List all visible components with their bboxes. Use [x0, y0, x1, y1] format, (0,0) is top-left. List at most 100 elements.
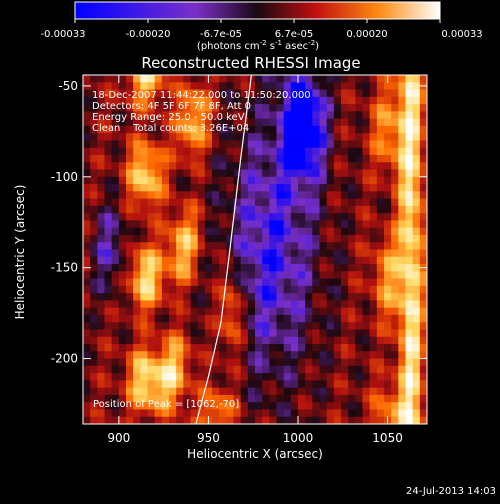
heatmap-cell: [419, 198, 427, 207]
heatmap-cell: [298, 256, 306, 265]
heatmap-cell: [169, 358, 177, 367]
heatmap-cell: [333, 96, 342, 105]
heatmap-cell: [384, 314, 392, 323]
heatmap-cell: [147, 307, 156, 316]
heatmap-cell: [240, 220, 249, 229]
heatmap-cell: [283, 264, 292, 272]
heatmap-cell: [283, 191, 292, 200]
heatmap-cell: [97, 234, 106, 243]
heatmap-cell: [161, 205, 170, 214]
heatmap-cell: [398, 104, 407, 112]
heatmap-cell: [355, 234, 364, 243]
heatmap-cell: [190, 82, 199, 91]
heatmap-cell: [341, 75, 349, 83]
heatmap-cell: [391, 264, 399, 272]
heatmap-cell: [290, 336, 299, 345]
heatmap-cell: [341, 162, 349, 171]
heatmap-cell: [391, 104, 399, 112]
heatmap-cell: [183, 293, 192, 301]
heatmap-cell: [111, 314, 120, 323]
heatmap-cell: [391, 234, 399, 243]
heatmap-cell: [197, 358, 206, 367]
heatmap-cell: [298, 285, 306, 294]
heatmap-cell: [133, 365, 141, 374]
heatmap-cell: [226, 402, 235, 411]
heatmap-cell: [111, 147, 120, 156]
heatmap-cell: [233, 409, 242, 418]
heatmap-cell: [161, 118, 170, 127]
heatmap-cell: [247, 264, 256, 272]
heatmap-cell: [419, 402, 427, 411]
heatmap-cell: [233, 104, 242, 112]
heatmap-cell: [362, 249, 371, 258]
heatmap-cell: [118, 191, 127, 200]
heatmap-cell: [398, 344, 407, 352]
y-axis-label: Heliocentric Y (arcsec): [13, 185, 27, 320]
heatmap-cell: [133, 329, 141, 338]
heatmap-cell: [369, 380, 378, 389]
heatmap-cell: [376, 365, 385, 374]
heatmap-cell: [147, 336, 156, 345]
heatmap-cell: [405, 96, 414, 105]
heatmap-cell: [419, 169, 427, 178]
heatmap-cell: [290, 300, 299, 309]
heatmap-cell: [391, 336, 399, 345]
heatmap-cell: [326, 140, 335, 149]
heatmap-cell: [154, 213, 163, 222]
heatmap-cell: [341, 89, 349, 98]
heatmap-cell: [83, 133, 91, 142]
heatmap-cell: [169, 394, 177, 403]
heatmap-cell: [391, 380, 399, 389]
heatmap-cell: [376, 271, 385, 280]
heatmap-cell: [154, 409, 163, 418]
heatmap-cell: [154, 380, 163, 389]
heatmap-cell: [161, 96, 170, 105]
heatmap-cell: [305, 234, 313, 243]
heatmap-cell: [204, 314, 213, 323]
heatmap-cell: [118, 205, 127, 214]
heatmap-cell: [154, 227, 163, 236]
heatmap-cell: [312, 416, 321, 424]
heatmap-cell: [226, 82, 235, 91]
heatmap-cell: [204, 205, 213, 214]
heatmap-cell: [255, 329, 263, 338]
heatmap-cell: [118, 314, 127, 323]
heatmap-cell: [169, 271, 177, 280]
heatmap-cell: [419, 278, 427, 287]
heatmap-cell: [197, 256, 206, 265]
heatmap-cell: [333, 264, 342, 272]
heatmap-cell: [362, 184, 371, 192]
heatmap-cell: [83, 104, 91, 112]
heatmap-cell: [283, 285, 292, 294]
heatmap-cell: [226, 140, 235, 149]
heatmap-cell: [183, 162, 192, 171]
heatmap-cell: [240, 213, 249, 222]
heatmap-cell: [369, 162, 378, 171]
heatmap-cell: [83, 169, 91, 178]
heatmap-cell: [154, 402, 163, 411]
heatmap-cell: [240, 387, 249, 396]
heatmap-cell: [290, 176, 299, 185]
heatmap-cell: [298, 380, 306, 389]
heatmap-cell: [90, 176, 98, 185]
heatmap-cell: [104, 249, 113, 258]
heatmap-cell: [305, 365, 313, 374]
heatmap-cell: [391, 89, 399, 98]
heatmap-cell: [326, 213, 335, 222]
heatmap-cell: [369, 387, 378, 396]
heatmap-cell: [405, 278, 414, 287]
heatmap-cell: [276, 322, 285, 331]
heatmap-cell: [312, 329, 321, 338]
heatmap-cell: [333, 147, 342, 156]
heatmap-cell: [262, 402, 270, 411]
heatmap-cell: [219, 213, 227, 222]
heatmap-cell: [104, 394, 113, 403]
heatmap-cell: [376, 351, 385, 360]
heatmap-cell: [133, 184, 141, 192]
heatmap-cell: [204, 104, 213, 112]
heatmap-cell: [362, 380, 371, 389]
heatmap-cell: [90, 394, 98, 403]
heatmap-cell: [312, 271, 321, 280]
heatmap-cell: [226, 205, 235, 214]
